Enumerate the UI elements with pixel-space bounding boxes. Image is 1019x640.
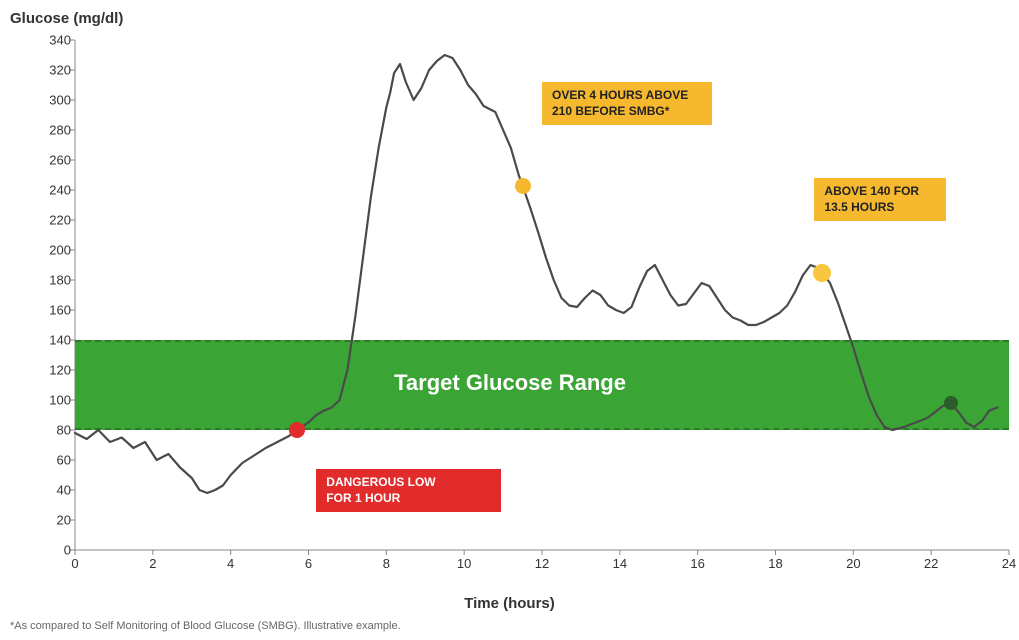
- callout-line: ABOVE 140 FOR: [824, 184, 936, 200]
- y-tick-label: 300: [11, 93, 71, 108]
- x-axis-title: Time (hours): [0, 595, 1019, 612]
- callout-line: 13.5 HOURS: [824, 200, 936, 216]
- x-tick-label: 4: [227, 556, 234, 571]
- x-tick-label: 18: [768, 556, 782, 571]
- y-tick-label: 160: [11, 303, 71, 318]
- y-tick-label: 280: [11, 123, 71, 138]
- end-marker: [944, 396, 958, 410]
- y-tick-label: 60: [11, 453, 71, 468]
- x-tick-label: 6: [305, 556, 312, 571]
- x-tick-label: 10: [457, 556, 471, 571]
- y-tick-label: 120: [11, 363, 71, 378]
- x-tick-label: 8: [383, 556, 390, 571]
- y-axis-title: Glucose (mg/dl): [10, 10, 123, 27]
- y-tick-label: 240: [11, 183, 71, 198]
- y-tick-label: 180: [11, 273, 71, 288]
- x-tick-label: 2: [149, 556, 156, 571]
- high1-marker: [515, 178, 531, 194]
- callout-low: DANGEROUS LOWFOR 1 HOUR: [316, 469, 501, 512]
- x-tick-label: 20: [846, 556, 860, 571]
- y-tick-label: 80: [11, 423, 71, 438]
- callout-high1: OVER 4 HOURS ABOVE210 BEFORE SMBG*: [542, 82, 712, 125]
- x-tick-label: 24: [1002, 556, 1016, 571]
- y-tick-label: 200: [11, 243, 71, 258]
- callout-line: 210 BEFORE SMBG*: [552, 104, 702, 120]
- x-tick-label: 16: [690, 556, 704, 571]
- x-tick-label: 0: [71, 556, 78, 571]
- callout-line: DANGEROUS LOW: [326, 475, 491, 491]
- callout-line: OVER 4 HOURS ABOVE: [552, 88, 702, 104]
- callout-high2: ABOVE 140 FOR13.5 HOURS: [814, 178, 946, 221]
- x-tick-label: 12: [535, 556, 549, 571]
- y-tick-label: 220: [11, 213, 71, 228]
- y-tick-label: 40: [11, 483, 71, 498]
- y-tick-label: 140: [11, 333, 71, 348]
- y-tick-label: 0: [11, 543, 71, 558]
- footnote: *As compared to Self Monitoring of Blood…: [10, 620, 401, 632]
- x-tick-label: 14: [613, 556, 627, 571]
- glucose-chart: Glucose (mg/dl) Target Glucose Range OVE…: [0, 0, 1019, 640]
- y-tick-label: 320: [11, 63, 71, 78]
- y-tick-label: 260: [11, 153, 71, 168]
- low-marker: [289, 422, 305, 438]
- callout-line: FOR 1 HOUR: [326, 491, 491, 507]
- y-tick-label: 100: [11, 393, 71, 408]
- y-tick-label: 340: [11, 33, 71, 48]
- y-tick-label: 20: [11, 513, 71, 528]
- plot-area: Target Glucose Range OVER 4 HOURS ABOVE2…: [75, 40, 1009, 550]
- x-tick-label: 22: [924, 556, 938, 571]
- high2-marker: [813, 264, 831, 282]
